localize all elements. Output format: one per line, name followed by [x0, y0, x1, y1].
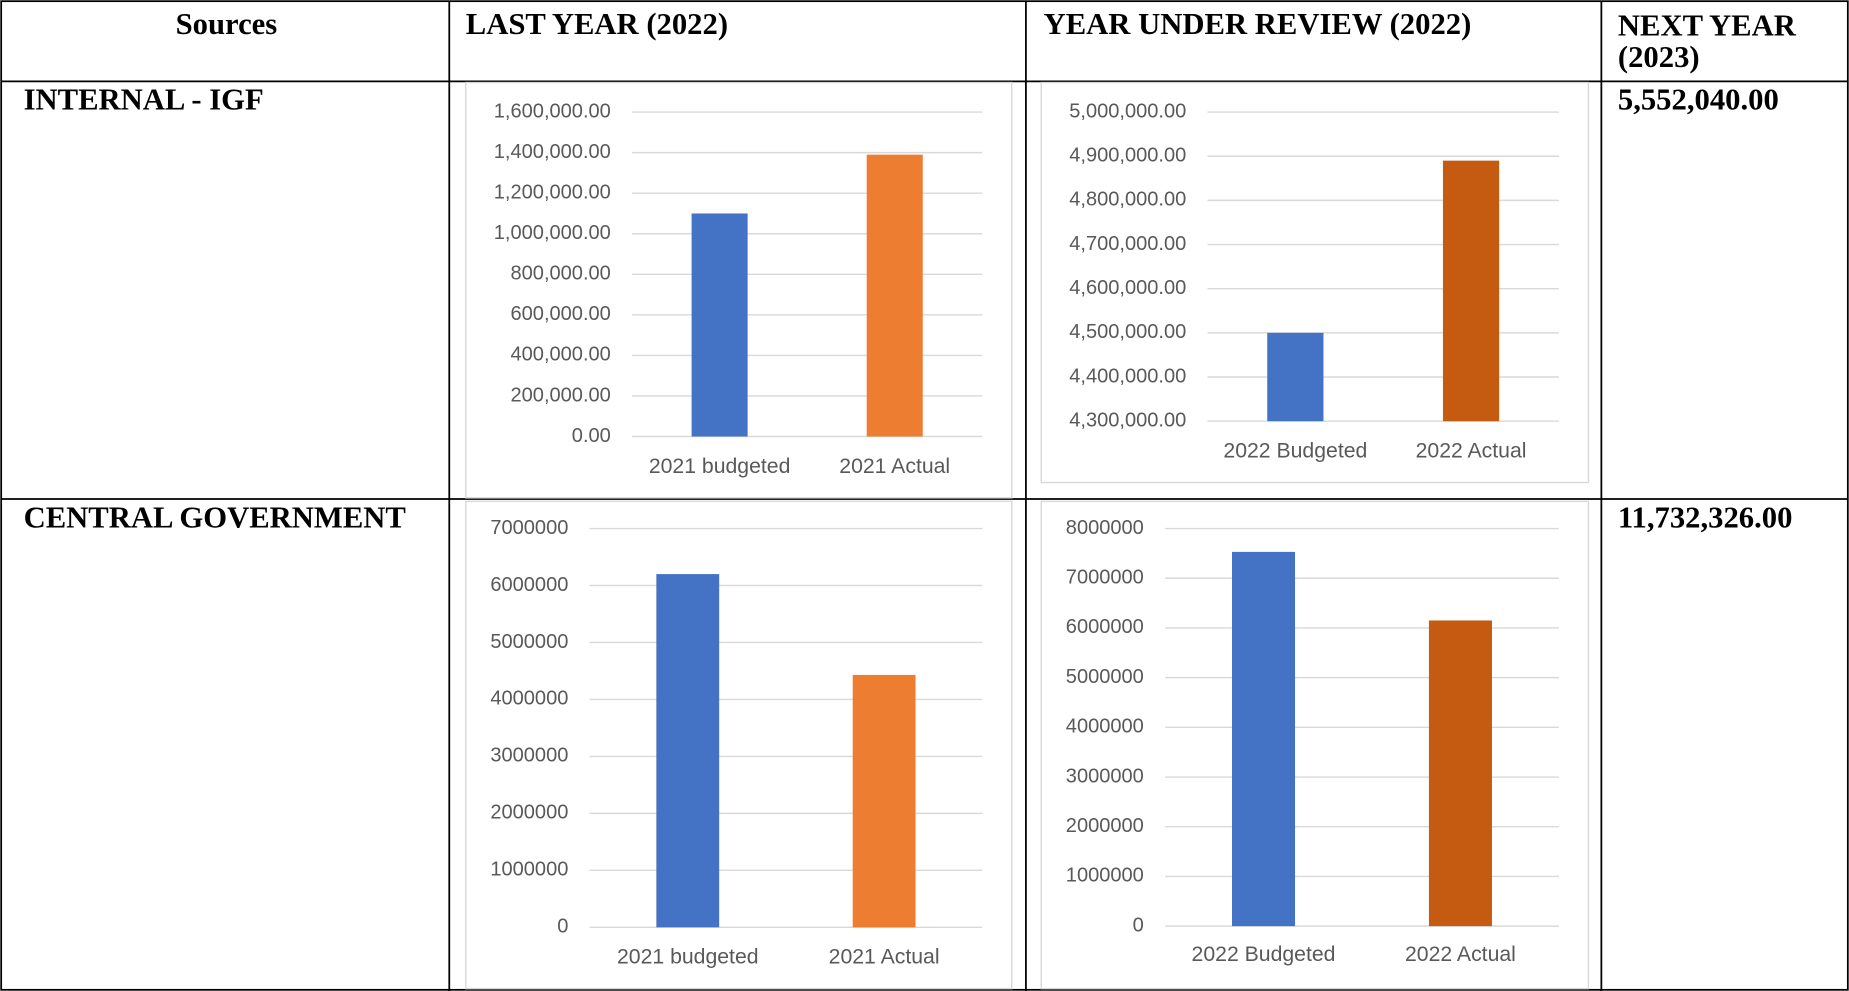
- y-tick-label: 6000000: [490, 574, 568, 596]
- y-tick-label: 4000000: [490, 688, 568, 710]
- y-tick-label: 400,000.00: [511, 344, 611, 366]
- header-cell: Sources: [176, 7, 278, 41]
- y-tick-label: 4,700,000.00: [1069, 233, 1186, 255]
- y-tick-label: 5000000: [490, 631, 568, 653]
- y-tick-label: 4,300,000.00: [1069, 409, 1186, 431]
- x-tick-label: 2021 budgeted: [649, 455, 791, 478]
- x-tick-label: 2022 Budgeted: [1192, 943, 1336, 966]
- y-tick-label: 4,800,000.00: [1069, 189, 1186, 211]
- y-tick-label: 0: [557, 916, 568, 938]
- y-tick-label: 1,000,000.00: [494, 222, 611, 244]
- bar: [1442, 160, 1500, 422]
- x-tick-label: 2022 Actual: [1405, 943, 1516, 966]
- row-label: CENTRAL GOVERNMENT: [24, 500, 406, 534]
- y-tick-label: 1,600,000.00: [494, 100, 611, 122]
- y-tick-label: 7000000: [490, 517, 568, 539]
- header-cell: LAST YEAR (2022): [466, 7, 728, 41]
- y-tick-label: 1000000: [1066, 865, 1144, 887]
- chart-frame: [1040, 500, 1590, 990]
- x-tick-label: 2021 budgeted: [617, 946, 759, 969]
- y-tick-label: 2000000: [490, 802, 568, 824]
- y-tick-label: 0: [1133, 914, 1144, 936]
- y-tick-label: 4,600,000.00: [1069, 277, 1186, 299]
- y-tick-label: 200,000.00: [511, 384, 611, 406]
- x-tick-label: 2021 Actual: [829, 946, 940, 969]
- y-tick-label: 2000000: [1066, 815, 1144, 837]
- y-tick-label: 8000000: [1066, 517, 1144, 539]
- y-tick-label: 4,400,000.00: [1069, 365, 1186, 387]
- header-cell: NEXT YEAR (2023): [1617, 9, 1796, 75]
- x-tick-label: 2021 Actual: [839, 455, 950, 478]
- next-year-value: 11,732,326.00: [1618, 500, 1793, 534]
- y-tick-label: 3000000: [490, 745, 568, 767]
- bar: [1232, 551, 1296, 927]
- bar: [1428, 620, 1492, 927]
- y-tick-label: 5,000,000.00: [1069, 100, 1186, 122]
- y-tick-label: 4000000: [1066, 716, 1144, 738]
- y-tick-label: 0.00: [572, 425, 611, 447]
- bar: [691, 213, 748, 437]
- bar: [1267, 332, 1324, 422]
- bar: [866, 154, 923, 437]
- x-tick-label: 2022 Budgeted: [1223, 439, 1367, 462]
- bar: [656, 574, 720, 928]
- x-tick-label: 2022 Actual: [1416, 439, 1527, 462]
- y-tick-label: 800,000.00: [511, 263, 611, 285]
- y-tick-label: 1,200,000.00: [494, 181, 611, 203]
- header-cell: YEAR UNDER REVIEW (2022): [1044, 7, 1472, 41]
- y-tick-label: 4,900,000.00: [1069, 145, 1186, 167]
- chart-frame: [1040, 81, 1590, 484]
- chart-frame: [465, 500, 1013, 990]
- y-tick-label: 6000000: [1066, 616, 1144, 638]
- y-tick-label: 1,400,000.00: [494, 141, 611, 163]
- header-cell-box: NEXT YEAR (2023): [1617, 9, 1796, 75]
- y-tick-label: 3000000: [1066, 765, 1144, 787]
- row-label: INTERNAL - IGF: [24, 83, 264, 117]
- bar: [852, 674, 916, 928]
- y-tick-label: 600,000.00: [511, 303, 611, 325]
- next-year-value: 5,552,040.00: [1618, 83, 1779, 117]
- y-tick-label: 4,500,000.00: [1069, 321, 1186, 343]
- y-tick-label: 5000000: [1066, 666, 1144, 688]
- y-tick-label: 1000000: [490, 859, 568, 881]
- y-tick-label: 7000000: [1066, 567, 1144, 589]
- chart-frame: [465, 81, 1013, 499]
